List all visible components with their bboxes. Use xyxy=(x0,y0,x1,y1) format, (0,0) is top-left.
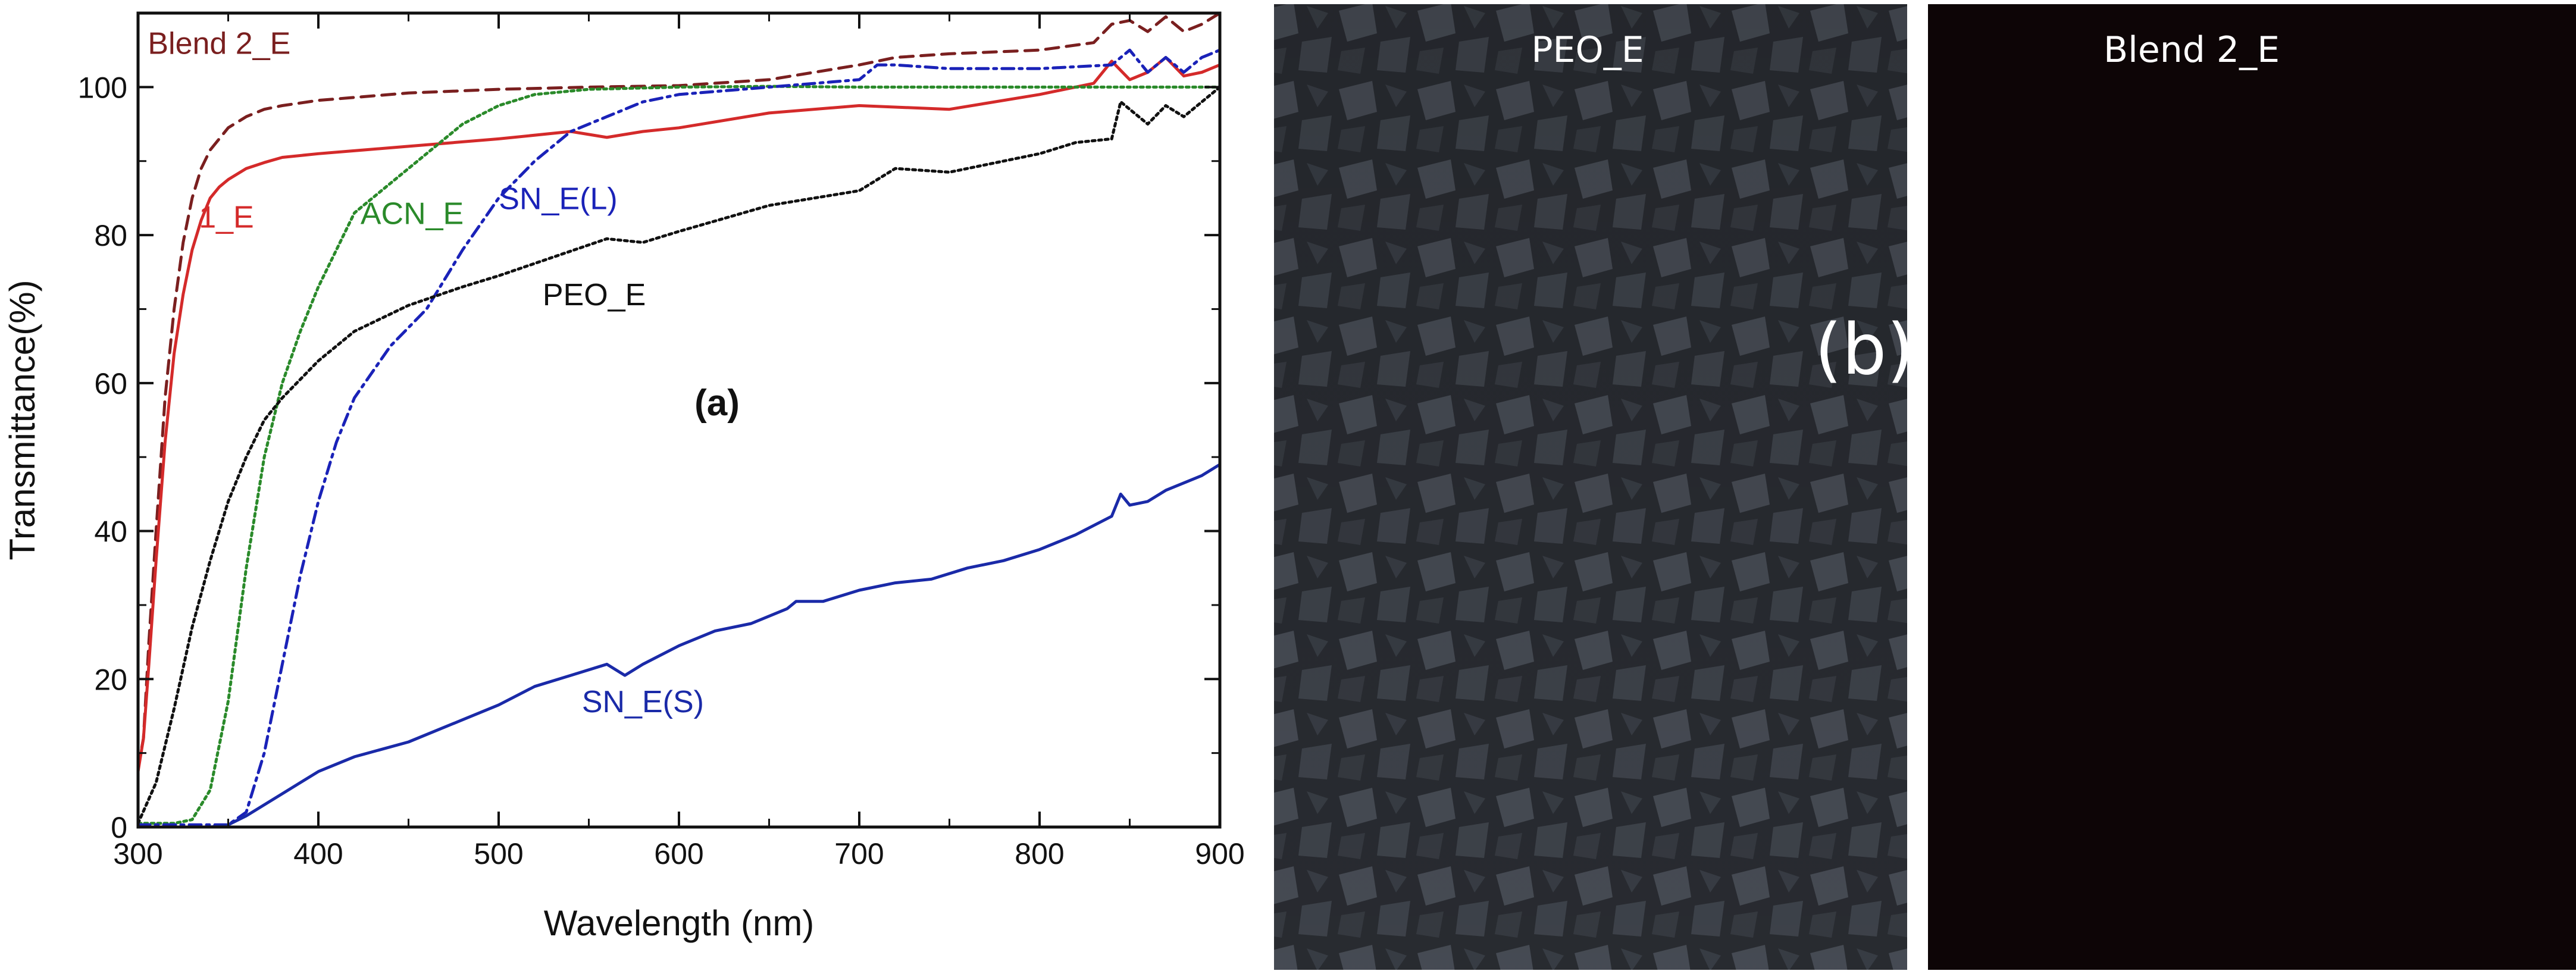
series-line-1-e xyxy=(138,56,1220,773)
y-tick-label-40: 40 xyxy=(94,515,127,549)
series-line-sn-e-s xyxy=(138,463,1220,827)
annotation-sn-e-l: SN_E(L) xyxy=(499,182,617,217)
x-tick-label-700: 700 xyxy=(834,837,884,870)
micrograph-panel-b: PEO_E Blend 2_E (b) xyxy=(1274,4,2576,970)
tick-labels: 300 400 500 600 700 800 900 0 20 40 60 80 100 xyxy=(78,71,1245,870)
micrograph-label-peo-e: PEO_E xyxy=(1531,29,1644,71)
micrograph-peo-e-shade xyxy=(1274,4,1907,970)
x-tick-label-300: 300 xyxy=(113,837,162,870)
series-annotations: Blend 2_E 1_E ACN_E SN_E(L) PEO_E SN_E(S) xyxy=(148,26,704,719)
panel-label-b: (b) xyxy=(1815,308,1914,390)
series-line-acn-e xyxy=(138,84,1220,825)
y-tick-label-20: 20 xyxy=(94,663,127,696)
panel-label-a: (a) xyxy=(694,383,740,424)
x-tick-label-500: 500 xyxy=(474,837,523,870)
y-axis-title: Transmittance(%) xyxy=(2,280,42,560)
x-tick-label-800: 800 xyxy=(1015,837,1064,870)
series-layer xyxy=(138,13,1220,827)
x-tick-label-400: 400 xyxy=(293,837,343,870)
y-tick-label-0: 0 xyxy=(111,811,127,844)
series-line-sn-e-l xyxy=(138,48,1220,826)
annotation-acn-e: ACN_E xyxy=(361,196,464,231)
annotation-1-e: 1_E xyxy=(199,201,254,235)
y-tick-label-100: 100 xyxy=(78,71,127,104)
tick-marks xyxy=(137,13,1221,828)
series-line-peo-e xyxy=(138,85,1220,825)
y-tick-label-80: 80 xyxy=(94,219,127,252)
annotation-peo-e: PEO_E xyxy=(543,278,646,312)
x-tick-label-900: 900 xyxy=(1195,837,1244,870)
y-tick-label-60: 60 xyxy=(94,367,127,400)
x-tick-label-600: 600 xyxy=(654,837,703,870)
series-line-blend-2-e xyxy=(138,13,1220,769)
annotation-blend-2-e: Blend 2_E xyxy=(148,26,290,61)
x-axis-title: Wavelength (nm) xyxy=(544,903,815,943)
micrograph-blend-2-e xyxy=(1928,4,2576,970)
micrograph-label-blend-2-e: Blend 2_E xyxy=(2104,29,2280,71)
annotation-sn-e-s: SN_E(S) xyxy=(582,685,704,719)
chart-panel-a: 300 400 500 600 700 800 900 0 20 40 60 80 100 Blend … xyxy=(2,11,1245,943)
